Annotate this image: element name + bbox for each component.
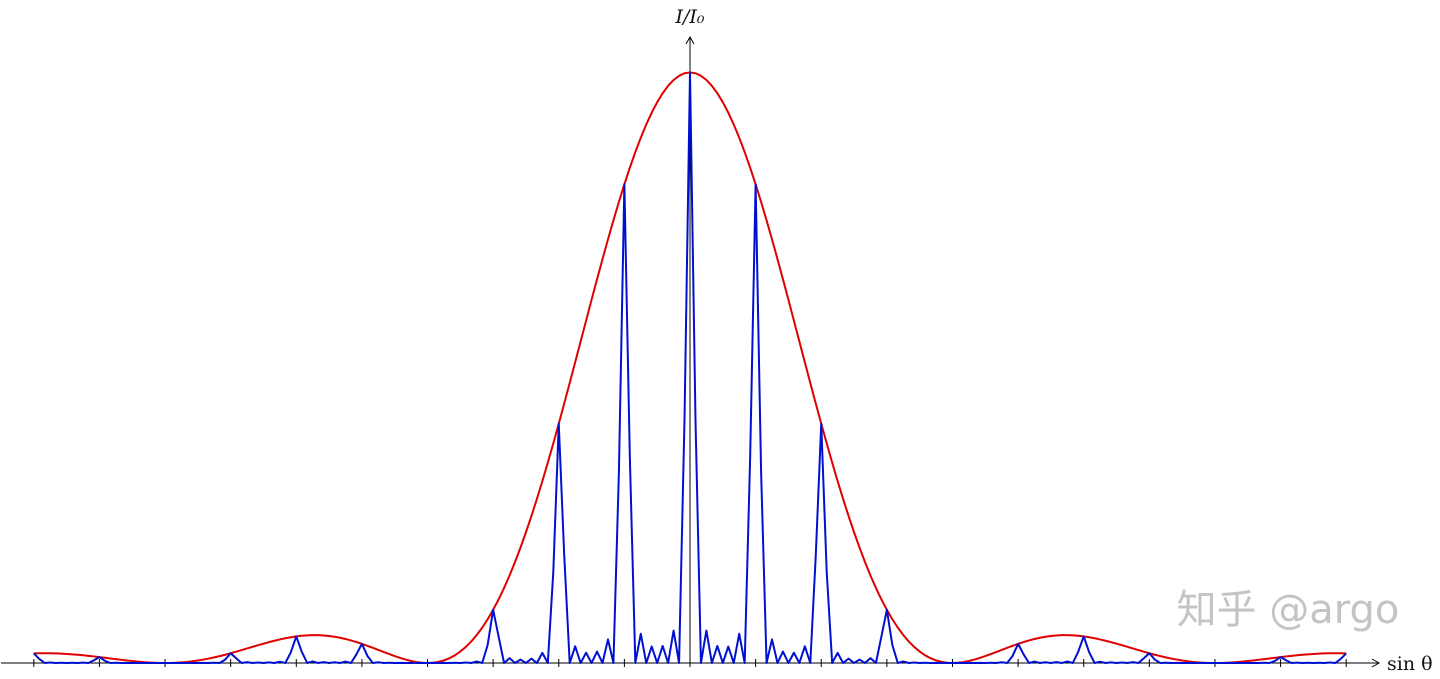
series-line bbox=[33, 71, 1347, 664]
y-axis-label: I/I₀ bbox=[674, 6, 704, 28]
x-axis-label: sin θ bbox=[1387, 653, 1433, 675]
watermark: 知乎 @argo bbox=[1177, 587, 1400, 633]
